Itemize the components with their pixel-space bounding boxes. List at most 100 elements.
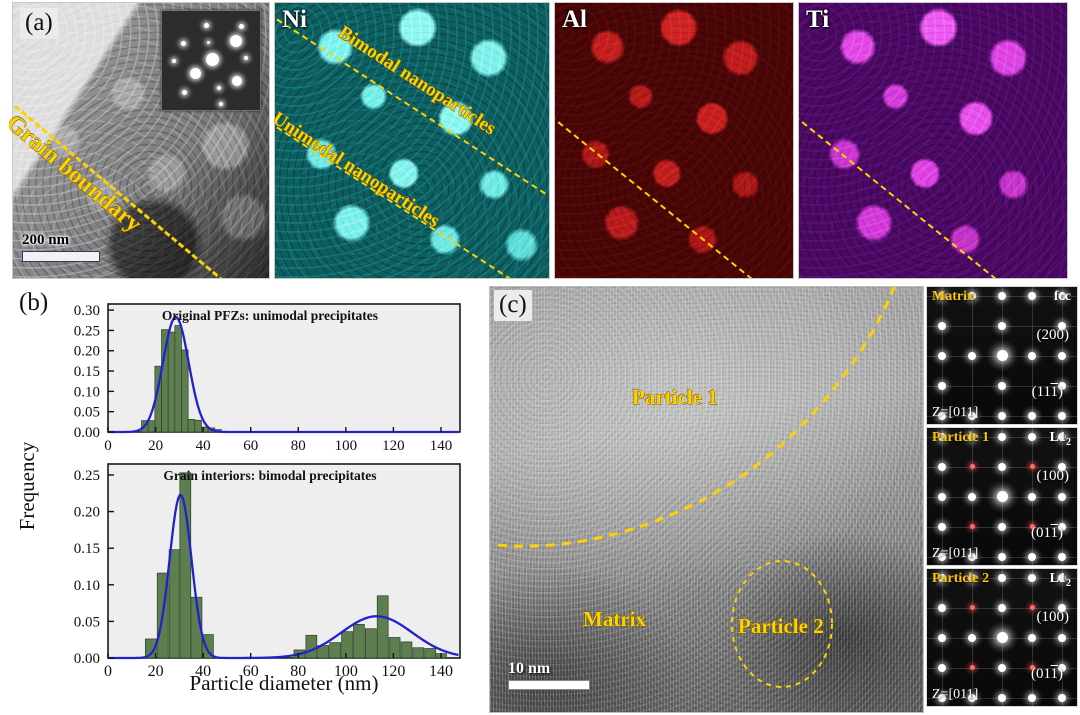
- histogram-bar: [147, 420, 156, 433]
- fft-diffraction-spot: [1058, 522, 1066, 531]
- fft-diffraction-spot: [938, 492, 946, 501]
- y-axis-tick-label: 0.05: [74, 614, 100, 630]
- x-axis-tick-label: 100: [335, 438, 358, 454]
- fft-diffraction-spot: [998, 381, 1006, 390]
- histogram-bar: [179, 472, 192, 659]
- fft-diffraction-spot: [968, 432, 976, 441]
- fft-superlattice-spot: [969, 605, 975, 610]
- panel-a-tag: (a): [20, 8, 58, 39]
- fft-index-bottom: (011): [1031, 525, 1063, 541]
- histogram-bar: [187, 419, 196, 433]
- panel-c-tag: (c): [494, 290, 532, 321]
- panel-b-tag: (b): [19, 289, 49, 316]
- hrtem-noise-overlay: [490, 287, 923, 712]
- fft-central-spot: [996, 632, 1008, 643]
- histogram-bar: [353, 623, 365, 659]
- histogram-bar: [376, 595, 389, 659]
- saed-inset: [161, 10, 261, 111]
- histogram-bar: [181, 349, 189, 433]
- fft-diffraction-spot: [938, 603, 946, 612]
- x-axis-tick-label: 80: [291, 438, 306, 454]
- fft-pattern-matrix: Matrix fcc (200) (111) Z=[011]: [926, 286, 1078, 425]
- histogram-bar: [388, 637, 401, 659]
- hrtem-lattice-fringes: [490, 287, 923, 712]
- eds-map-al-texture: [555, 3, 793, 278]
- fft-diffraction-spot: [938, 663, 946, 672]
- x-axis-tick-label: 20: [148, 663, 164, 680]
- histogram-grain-interior: 0 20 40 60 80 100 120 140 0.00 0.05 0.10 0.15 0.20 0.…: [74, 463, 461, 680]
- eds-map-ti-texture: [799, 3, 1067, 278]
- fft-diffraction-spot: [1058, 411, 1066, 420]
- histogram-bar: [168, 549, 181, 659]
- fft-diffraction-spot: [1028, 633, 1036, 642]
- fft-region-label: Particle 1: [932, 430, 990, 445]
- eds-label-ti: Ti: [806, 6, 830, 33]
- fft-diffraction-spot: [938, 462, 946, 471]
- x-axis-tick-label: 140: [429, 663, 453, 680]
- fft-diffraction-spot: [938, 321, 946, 330]
- fft-diffraction-spot: [968, 693, 976, 702]
- fft-diffraction-spot: [938, 522, 946, 531]
- particle-1-label: Particle 1: [632, 385, 718, 409]
- fft-diffraction-spot: [1058, 693, 1066, 702]
- fft-index-top: (200): [1036, 327, 1070, 343]
- x-axis-tick-label: 100: [334, 663, 358, 680]
- gaussian-fit-curve: [108, 493, 459, 660]
- x-axis-tick-label: 60: [243, 438, 258, 454]
- scalebar-200nm: 200 nm: [22, 232, 100, 262]
- x-axis-tick-label: 0: [104, 438, 112, 454]
- fft-diffraction-spot: [998, 432, 1006, 441]
- fft-diffraction-spot: [1058, 351, 1066, 360]
- fft-diffraction-spot: [938, 693, 946, 702]
- x-axis-tick-label: 120: [381, 663, 405, 680]
- fft-diffraction-spot: [938, 432, 946, 441]
- fft-diffraction-spot: [1028, 693, 1036, 702]
- y-axis-tick-label: 0.00: [74, 425, 100, 441]
- fft-index-top: (100): [1036, 468, 1070, 484]
- fft-diffraction-spot: [938, 552, 946, 561]
- fft-diffraction-spot: [968, 552, 976, 561]
- fft-superlattice-spot: [1029, 665, 1035, 670]
- y-axis-tick-label: 0.20: [74, 505, 100, 521]
- histogram-bar: [364, 628, 377, 659]
- histogram-bar: [412, 647, 425, 659]
- scalebar-10nm-label: 10 nm: [508, 660, 551, 677]
- eds-map-ni: [274, 2, 550, 279]
- scalebar-10nm: 10 nm: [508, 660, 590, 690]
- y-axis-tick-label: 0.00: [74, 651, 100, 667]
- fft-superlattice-spot: [1029, 605, 1035, 610]
- fft-diffraction-spot: [1058, 663, 1066, 672]
- fft-diffraction-spot: [1058, 291, 1066, 300]
- x-axis-tick-label: 80: [290, 663, 306, 680]
- y-axis-tick-label: 0.30: [74, 303, 100, 319]
- fft-index-bottom: (111): [1031, 384, 1063, 400]
- fft-diffraction-spot: [1058, 381, 1066, 390]
- histogram-bar: [144, 638, 157, 659]
- fft-diffraction-spot: [1028, 432, 1036, 441]
- particle-2-label: Particle 2: [738, 614, 824, 638]
- scalebar-200nm-bar: [22, 251, 100, 262]
- fft-diffraction-spot: [998, 522, 1006, 531]
- eds-map-al: [554, 2, 794, 279]
- eds-label-al: Al: [562, 6, 587, 33]
- micrograph-row: (a) Grain boundary 200 nm Ni Bimodal nan…: [0, 0, 1080, 281]
- fft-diffraction-spot: [938, 291, 946, 300]
- fft-superlattice-spot: [1029, 524, 1035, 529]
- histogram-bar: [305, 634, 318, 659]
- fft-diffraction-spot: [1058, 573, 1066, 582]
- fft-pattern-particle-1: Particle 1 L12 (100) (011) Z=[011]: [926, 427, 1078, 566]
- histogram-bar: [194, 419, 202, 433]
- subplot-title: Original PFZs: unimodal precipitates: [162, 308, 378, 323]
- fft-phase-label: L12: [1049, 571, 1071, 589]
- y-axis-tick-label: 0.20: [74, 344, 100, 360]
- scalebar-10nm-bar: [508, 680, 590, 690]
- fft-diffraction-spot: [1058, 462, 1066, 471]
- fft-zone-axis: Z=[011]: [932, 687, 979, 702]
- fft-diffraction-spot: [998, 462, 1006, 471]
- fft-diffraction-spot: [998, 693, 1006, 702]
- fft-zone-axis: Z=[011]: [932, 405, 979, 420]
- fft-diffraction-spot: [968, 351, 976, 360]
- fft-diffraction-spot: [1028, 291, 1036, 300]
- fft-diffraction-spot: [998, 321, 1006, 330]
- eds-map-ti: [798, 2, 1068, 279]
